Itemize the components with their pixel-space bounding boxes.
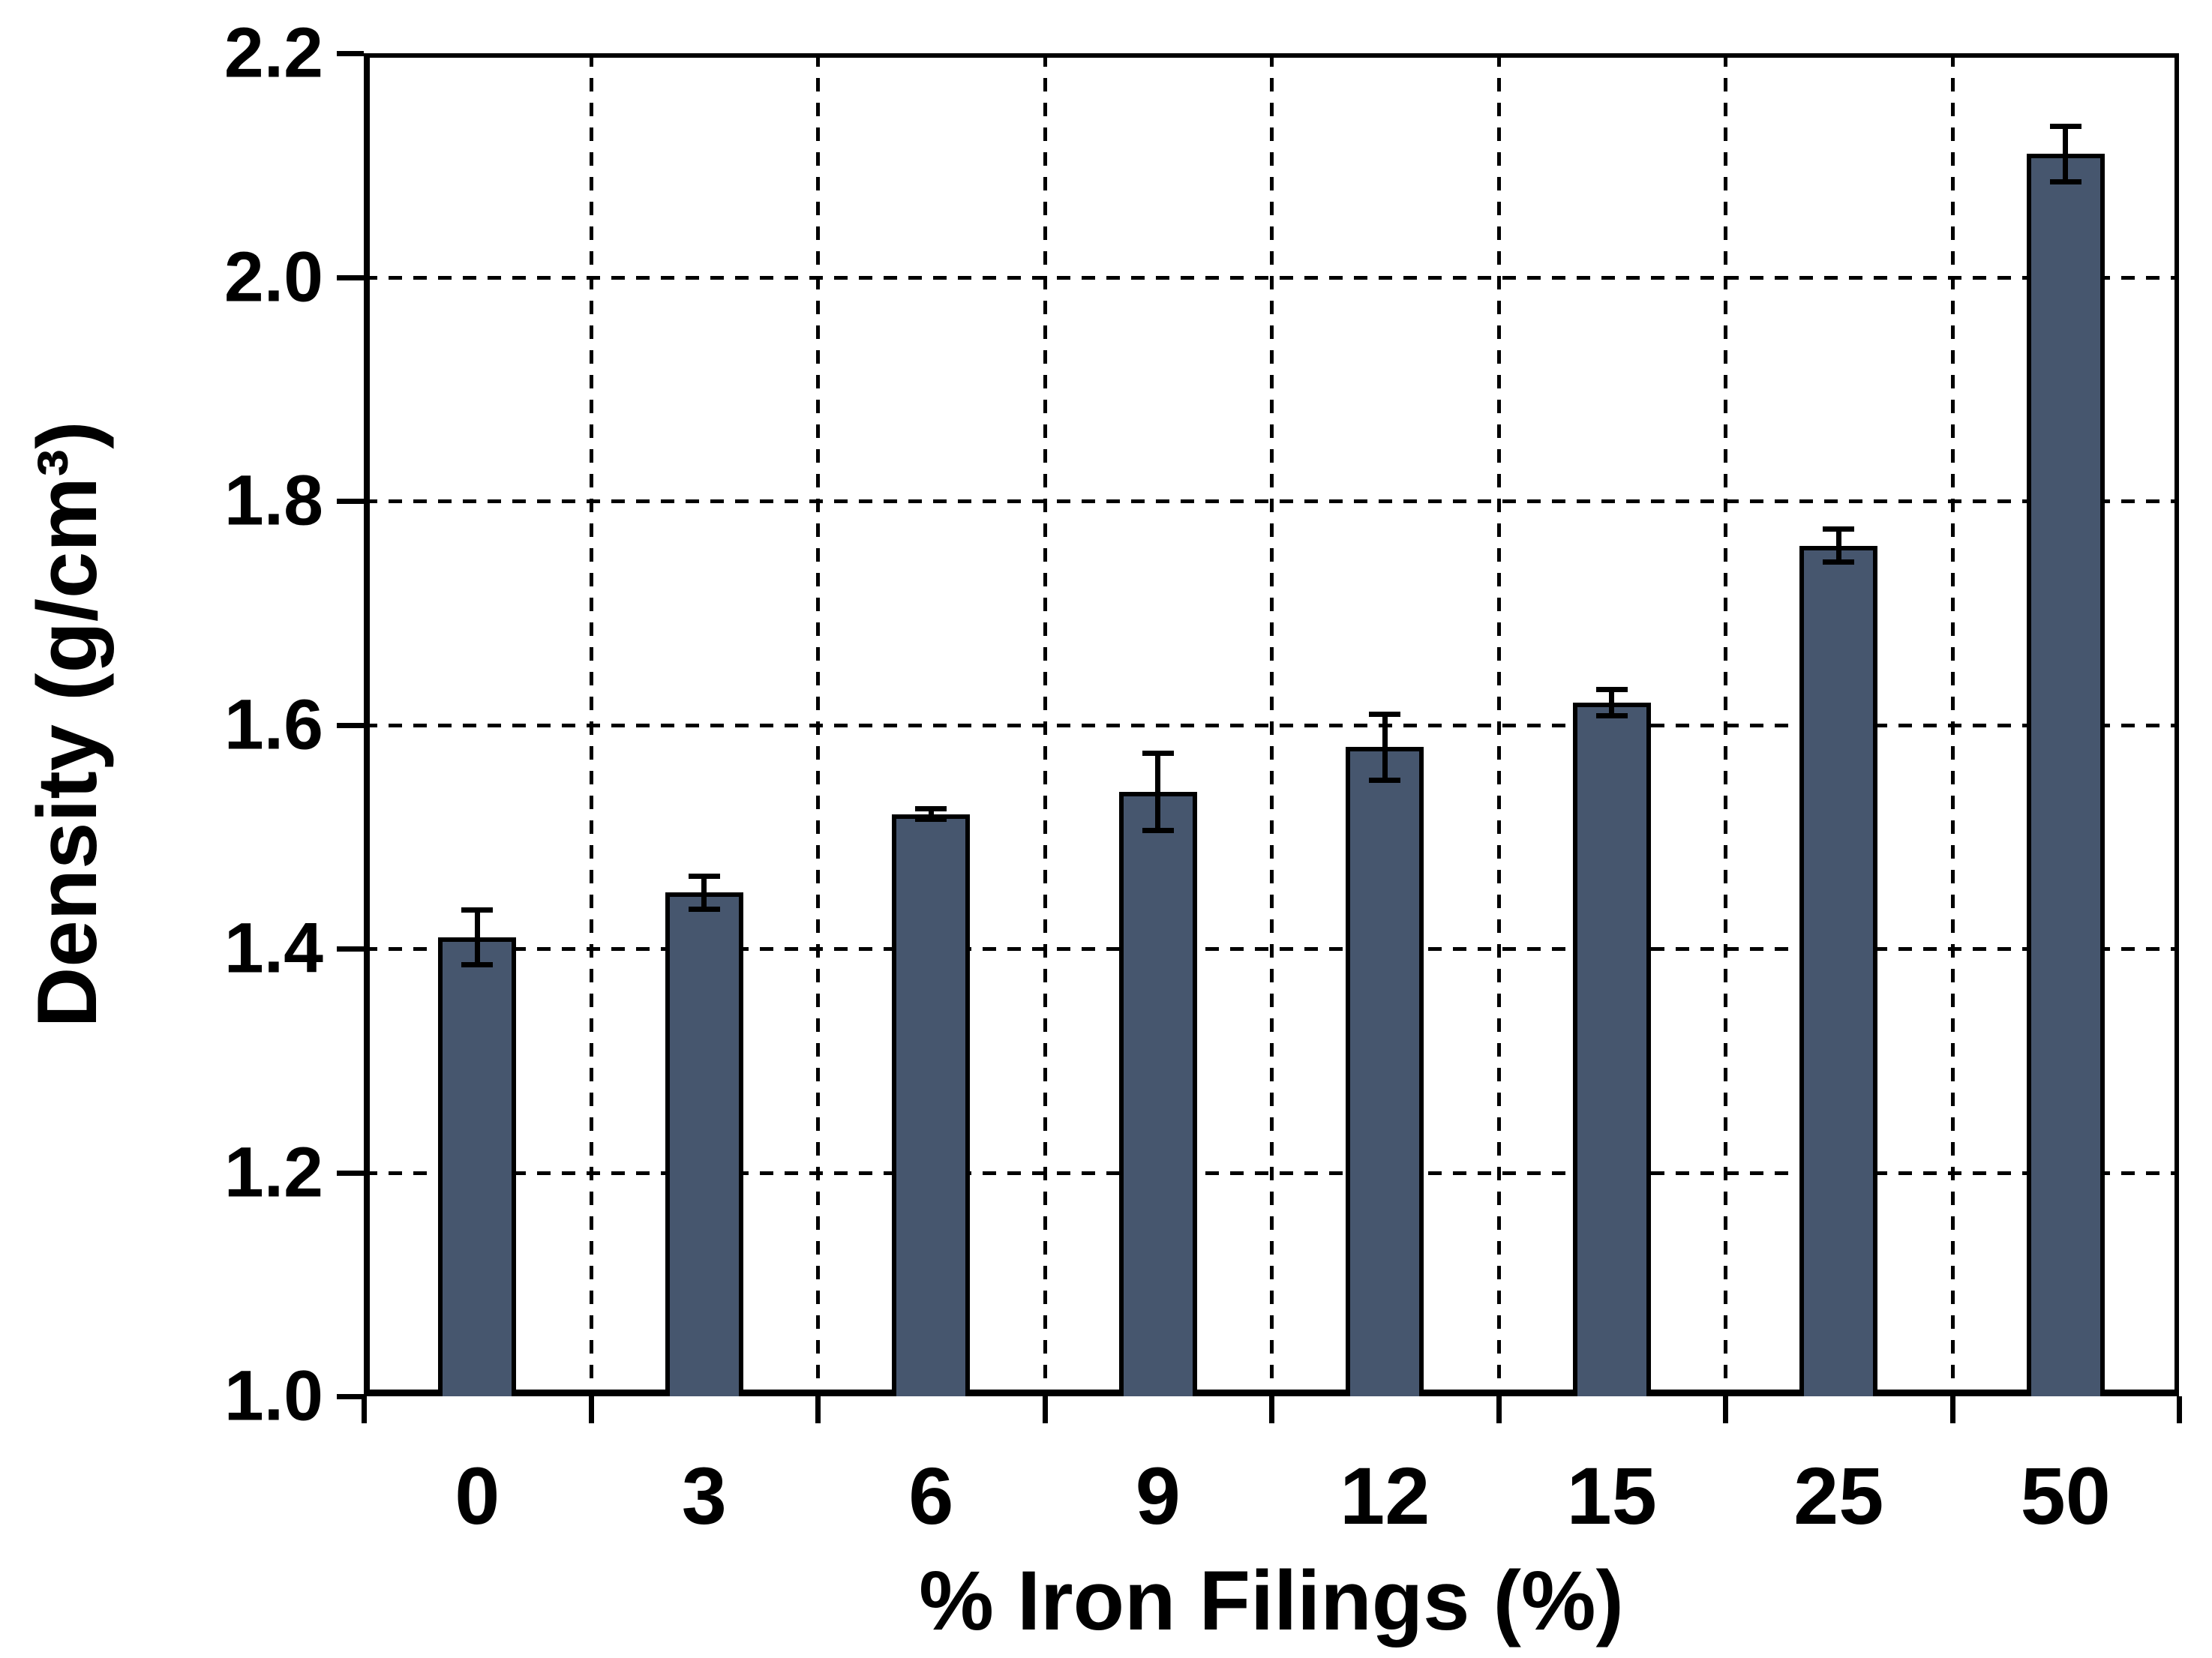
y-tick-label-1.8: 1.8 [224, 460, 323, 541]
error-bar-line-12 [1382, 713, 1388, 781]
error-bar-cap-top-25 [1823, 526, 1855, 532]
y-tick-mark-1.0 [337, 1394, 364, 1399]
y-tick-mark-1.6 [337, 722, 364, 728]
x-category-label-25: 25 [1793, 1450, 1884, 1541]
error-bar-line-50 [2063, 126, 2069, 182]
v-gridline-5 [1496, 53, 1501, 1396]
error-bar-cap-bottom-9 [1142, 828, 1174, 834]
y-tick-label-2.2: 2.2 [224, 13, 323, 93]
v-gridline-1 [589, 53, 593, 1396]
x-category-label-0: 0 [455, 1450, 500, 1541]
bar-0-percent [438, 937, 517, 1396]
y-tick-label-2.0: 2.0 [224, 237, 323, 316]
v-gridline-3 [1043, 53, 1047, 1396]
y-tick-label-1.0: 1.0 [224, 1356, 323, 1436]
x-tick-mark-8 [2177, 1396, 2182, 1423]
error-bar-cap-bottom-3 [688, 906, 720, 912]
x-tick-mark-3 [1042, 1396, 1048, 1423]
y-tick-mark-2.2 [337, 51, 364, 56]
x-category-label-12: 12 [1340, 1450, 1430, 1541]
bar-50-percent [2026, 154, 2105, 1396]
error-bar-cap-bottom-6 [915, 817, 947, 823]
bar-15-percent [1572, 702, 1651, 1396]
error-bar-cap-top-12 [1369, 711, 1401, 717]
error-bar-line-6 [928, 808, 934, 820]
error-bar-cap-top-0 [461, 907, 494, 913]
error-bar-cap-bottom-0 [461, 962, 494, 968]
error-bar-cap-bottom-15 [1595, 712, 1628, 718]
error-bar-cap-top-3 [688, 873, 720, 879]
x-category-label-9: 9 [1135, 1450, 1181, 1541]
y-tick-label-1.2: 1.2 [224, 1132, 323, 1212]
y-tick-label-1.4: 1.4 [224, 908, 323, 988]
bar-6-percent [892, 814, 971, 1396]
x-tick-mark-1 [588, 1396, 594, 1423]
x-category-label-3: 3 [681, 1450, 727, 1541]
bar-3-percent [665, 892, 743, 1396]
x-tick-mark-4 [1269, 1396, 1274, 1423]
y-tick-mark-2.0 [337, 274, 364, 280]
bar-12-percent [1346, 747, 1424, 1396]
x-category-label-15: 15 [1566, 1450, 1657, 1541]
x-tick-mark-7 [1949, 1396, 1955, 1423]
error-bar-cap-bottom-50 [2049, 178, 2081, 184]
v-gridline-6 [1724, 53, 1727, 1396]
x-tick-mark-2 [815, 1396, 821, 1423]
y-tick-mark-1.4 [337, 946, 364, 952]
y-tick-label-1.6: 1.6 [224, 685, 323, 764]
error-bar-cap-bottom-25 [1823, 559, 1855, 565]
v-gridline-4 [1270, 53, 1274, 1396]
v-gridline-2 [816, 53, 820, 1396]
error-bar-line-25 [1835, 529, 1841, 563]
x-tick-mark-6 [1723, 1396, 1728, 1423]
error-bar-cap-top-6 [915, 806, 947, 812]
x-category-label-50: 50 [2020, 1450, 2111, 1541]
error-bar-line-15 [1609, 688, 1615, 716]
x-tick-mark-5 [1496, 1396, 1502, 1423]
y-tick-mark-1.2 [337, 1170, 364, 1176]
x-axis-title: % Iron Filings (%) [919, 1554, 1624, 1648]
error-bar-cap-bottom-12 [1369, 778, 1401, 784]
x-category-label-6: 6 [908, 1450, 954, 1541]
error-bar-line-0 [474, 909, 480, 966]
x-tick-mark-0 [362, 1396, 367, 1423]
error-bar-cap-top-15 [1595, 686, 1628, 692]
y-tick-mark-1.8 [337, 499, 364, 504]
bar-9-percent [1118, 792, 1197, 1396]
error-bar-cap-top-9 [1142, 750, 1174, 756]
bar-25-percent [1799, 545, 1878, 1396]
error-bar-line-3 [701, 875, 707, 910]
error-bar-line-9 [1155, 752, 1161, 832]
v-gridline-7 [1950, 53, 1955, 1396]
error-bar-cap-top-50 [2049, 124, 2081, 129]
